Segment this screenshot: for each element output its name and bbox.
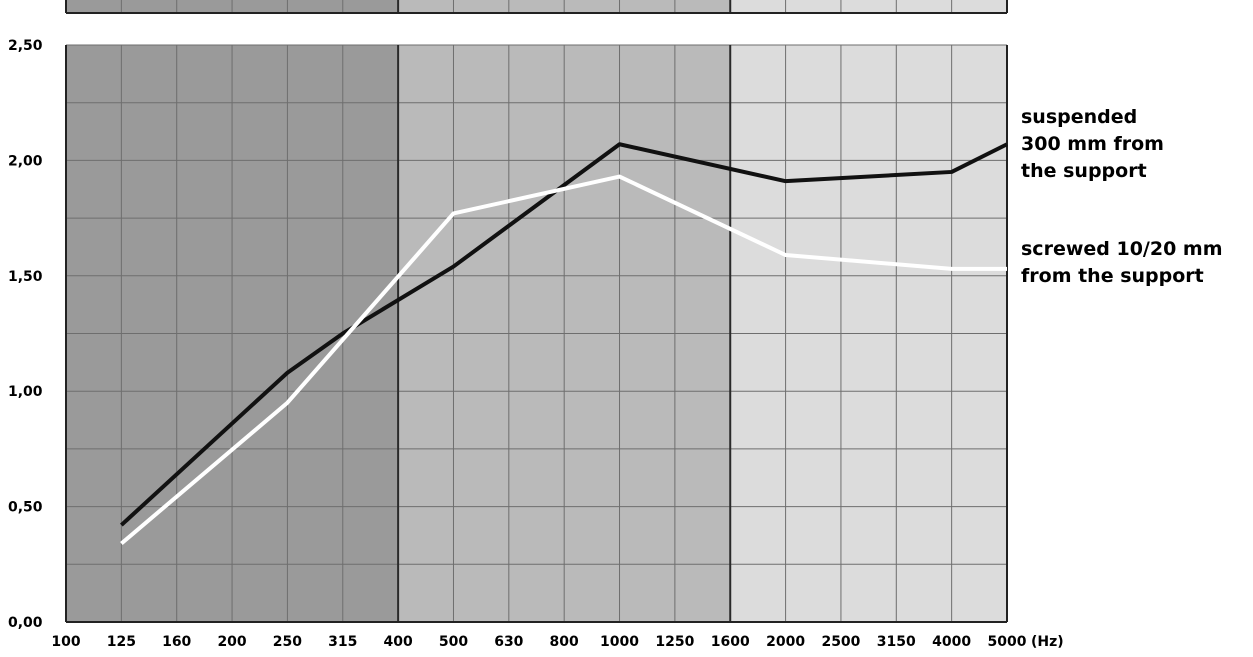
x-tick-label: 160 bbox=[162, 634, 191, 650]
y-tick-label: 2,00 bbox=[8, 153, 43, 169]
legend-line: 300 mm from bbox=[1021, 133, 1164, 155]
series-group bbox=[120, 142, 1008, 546]
y-tick-label: 0,00 bbox=[8, 615, 43, 631]
series-line-suspended bbox=[120, 142, 1008, 527]
x-tick-label: 500 bbox=[439, 634, 468, 650]
frequency-band-group bbox=[66, 0, 1007, 622]
x-tick-label: 5000 bbox=[988, 634, 1027, 650]
legend-label-screwed: screwed 10/20 mm from the support bbox=[1021, 236, 1223, 290]
y-tick-label: 1,00 bbox=[8, 384, 43, 400]
x-tick-label: 200 bbox=[217, 634, 246, 650]
legend-line: the support bbox=[1021, 160, 1147, 182]
x-tick-label: 100 bbox=[51, 634, 80, 650]
frequency-band-strip bbox=[730, 0, 1007, 13]
x-tick-label: 400 bbox=[384, 634, 413, 650]
y-tick-label: 1,50 bbox=[8, 269, 43, 285]
y-tick-label: 2,50 bbox=[8, 38, 43, 54]
legend-line: from the support bbox=[1021, 265, 1204, 287]
x-tick-label: 1600 bbox=[711, 634, 750, 650]
legend-line: screwed 10/20 mm bbox=[1021, 238, 1223, 260]
legend-line: suspended bbox=[1021, 106, 1138, 128]
x-tick-label: 800 bbox=[550, 634, 579, 650]
x-tick-label: 1250 bbox=[655, 634, 694, 650]
x-tick-label: 250 bbox=[273, 634, 302, 650]
legend-label-suspended: suspended 300 mm from the support bbox=[1021, 104, 1164, 185]
x-tick-label-group: 100 125 160 200 250 315 400 500 630 800 1000 1250 16… bbox=[51, 634, 1026, 650]
x-tick-label: 2000 bbox=[766, 634, 805, 650]
x-axis-unit: (Hz) bbox=[1031, 634, 1064, 650]
y-tick-label: 0,50 bbox=[8, 500, 43, 516]
x-tick-label: 125 bbox=[107, 634, 136, 650]
x-tick-label: 315 bbox=[328, 634, 357, 650]
x-tick-label: 2500 bbox=[821, 634, 860, 650]
y-tick-label-group: 0,00 0,50 1,00 1,50 2,00 2,50 bbox=[8, 38, 43, 631]
x-tick-label: 4000 bbox=[932, 634, 971, 650]
x-tick-label: 630 bbox=[494, 634, 523, 650]
x-tick-label: 1000 bbox=[600, 634, 639, 650]
x-tick-label: 3150 bbox=[877, 634, 916, 650]
